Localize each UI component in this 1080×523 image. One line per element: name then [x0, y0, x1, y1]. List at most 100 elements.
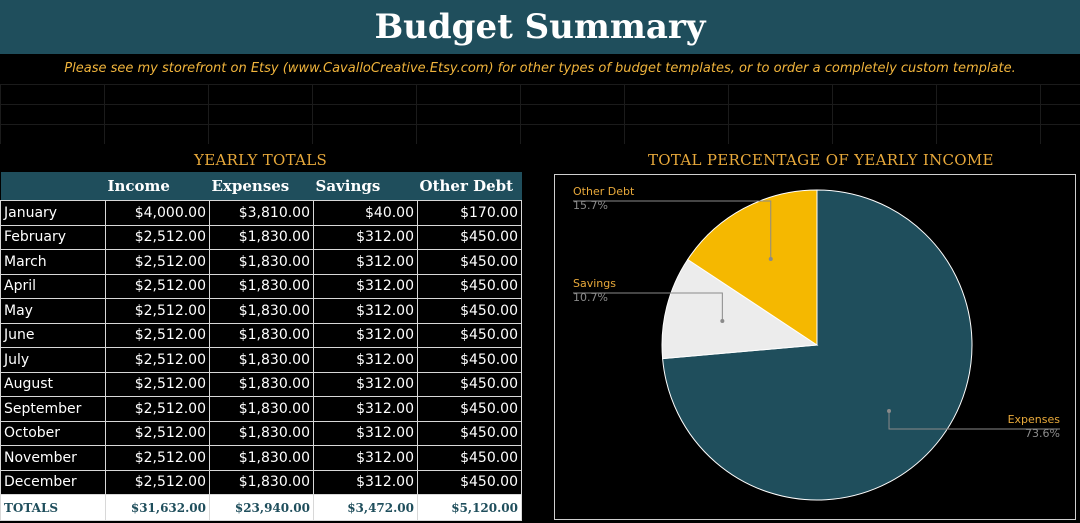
pie-percent-expenses: 73.6%	[1025, 427, 1060, 440]
pie-slice-savings[interactable]	[661, 258, 819, 360]
month-cell[interactable]: December	[0, 469, 106, 495]
income-cell[interactable]: $2,512.00	[105, 445, 210, 471]
column-header-other-debt: Other Debt	[417, 172, 522, 201]
month-cell[interactable]: January	[0, 200, 106, 226]
other-debt-cell[interactable]: $450.00	[417, 469, 522, 495]
month-cell[interactable]: October	[0, 420, 106, 446]
pie-label-expenses: Expenses	[1008, 413, 1061, 426]
yearly-totals-table: Income Expenses Savings Other Debt Janua…	[0, 172, 522, 521]
table-row: June $2,512.00 $1,830.00 $312.00 $450.00	[0, 322, 522, 348]
income-cell[interactable]: $2,512.00	[105, 224, 210, 250]
table-row: August $2,512.00 $1,830.00 $312.00 $450.00	[0, 371, 522, 397]
leader-line	[888, 410, 1060, 430]
leader-line	[573, 292, 723, 322]
savings-cell[interactable]: $312.00	[313, 371, 418, 397]
month-cell[interactable]: April	[0, 273, 106, 299]
month-cell[interactable]: March	[0, 249, 106, 275]
pie-slice-other-debt[interactable]	[687, 189, 818, 346]
expenses-cell[interactable]: $1,830.00	[209, 273, 314, 299]
total-expenses[interactable]: $23,940.00	[209, 494, 314, 521]
month-cell[interactable]: September	[0, 396, 106, 422]
chart-title: TOTAL PERCENTAGE OF YEARLY INCOME	[648, 151, 994, 169]
expenses-cell[interactable]: $1,830.00	[209, 322, 314, 348]
income-cell[interactable]: $2,512.00	[105, 371, 210, 397]
month-cell[interactable]: July	[0, 347, 106, 373]
pie-chart-container[interactable]: Expenses 73.6% Savings 10.7% Other Debt 15.7%	[554, 174, 1076, 520]
income-cell[interactable]: $2,512.00	[105, 249, 210, 275]
other-debt-cell[interactable]: $450.00	[417, 371, 522, 397]
other-debt-cell[interactable]: $450.00	[417, 273, 522, 299]
leader-dot	[768, 256, 773, 261]
leader-dot	[887, 408, 892, 413]
other-debt-cell[interactable]: $450.00	[417, 347, 522, 373]
pie-label-savings: Savings	[573, 277, 616, 290]
savings-cell[interactable]: $312.00	[313, 322, 418, 348]
month-cell[interactable]: June	[0, 322, 106, 348]
expenses-cell[interactable]: $1,830.00	[209, 298, 314, 324]
other-debt-cell[interactable]: $170.00	[417, 200, 522, 226]
income-cell[interactable]: $2,512.00	[105, 469, 210, 495]
pie-percent-savings: 10.7%	[573, 291, 608, 304]
savings-cell[interactable]: $312.00	[313, 396, 418, 422]
table-row: February $2,512.00 $1,830.00 $312.00 $450.00	[0, 224, 522, 250]
savings-cell[interactable]: $312.00	[313, 249, 418, 275]
income-cell[interactable]: $2,512.00	[105, 396, 210, 422]
income-cell[interactable]: $2,512.00	[105, 298, 210, 324]
table-row: March $2,512.00 $1,830.00 $312.00 $450.00	[0, 249, 522, 275]
expenses-cell[interactable]: $1,830.00	[209, 249, 314, 275]
leader-line	[573, 200, 772, 259]
income-cell[interactable]: $4,000.00	[105, 200, 210, 226]
month-cell[interactable]: May	[0, 298, 106, 324]
savings-cell[interactable]: $312.00	[313, 224, 418, 250]
etsy-notice: Please see my storefront on Etsy (www.Ca…	[64, 61, 1016, 76]
expenses-cell[interactable]: $1,830.00	[209, 224, 314, 250]
table-row: October $2,512.00 $1,830.00 $312.00 $450.00	[0, 420, 522, 446]
total-income[interactable]: $31,632.00	[105, 494, 210, 521]
income-cell[interactable]: $2,512.00	[105, 273, 210, 299]
other-debt-cell[interactable]: $450.00	[417, 224, 522, 250]
expenses-cell[interactable]: $3,810.00	[209, 200, 314, 226]
savings-cell[interactable]: $312.00	[313, 273, 418, 299]
savings-cell[interactable]: $312.00	[313, 445, 418, 471]
table-row: July $2,512.00 $1,830.00 $312.00 $450.00	[0, 347, 522, 373]
savings-cell[interactable]: $40.00	[313, 200, 418, 226]
savings-cell[interactable]: $312.00	[313, 347, 418, 373]
totals-label[interactable]: TOTALS	[0, 494, 106, 521]
empty-grid-area	[0, 84, 1080, 144]
column-header-month	[0, 172, 106, 201]
savings-cell[interactable]: $312.00	[313, 420, 418, 446]
other-debt-cell[interactable]: $450.00	[417, 396, 522, 422]
month-cell[interactable]: February	[0, 224, 106, 250]
expenses-cell[interactable]: $1,830.00	[209, 445, 314, 471]
other-debt-cell[interactable]: $450.00	[417, 249, 522, 275]
title-banner: Budget Summary	[0, 0, 1080, 54]
savings-cell[interactable]: $312.00	[313, 298, 418, 324]
total-savings[interactable]: $3,472.00	[313, 494, 418, 521]
income-cell[interactable]: $2,512.00	[105, 322, 210, 348]
month-cell[interactable]: November	[0, 445, 106, 471]
table-row: January $4,000.00 $3,810.00 $40.00 $170.00	[0, 200, 522, 226]
totals-row: TOTALS $31,632.00 $23,940.00 $3,472.00 $…	[0, 494, 522, 521]
other-debt-cell[interactable]: $450.00	[417, 420, 522, 446]
table-row: November $2,512.00 $1,830.00 $312.00 $450.00	[0, 445, 522, 471]
expenses-cell[interactable]: $1,830.00	[209, 347, 314, 373]
other-debt-cell[interactable]: $450.00	[417, 322, 522, 348]
expenses-cell[interactable]: $1,830.00	[209, 420, 314, 446]
table-row: April $2,512.00 $1,830.00 $312.00 $450.00	[0, 273, 522, 299]
other-debt-cell[interactable]: $450.00	[417, 445, 522, 471]
expenses-cell[interactable]: $1,830.00	[209, 371, 314, 397]
income-cell[interactable]: $2,512.00	[105, 420, 210, 446]
table-row: September $2,512.00 $1,830.00 $312.00 $450.0…	[0, 396, 522, 422]
savings-cell[interactable]: $312.00	[313, 469, 418, 495]
expenses-cell[interactable]: $1,830.00	[209, 396, 314, 422]
table-row: May $2,512.00 $1,830.00 $312.00 $450.00	[0, 298, 522, 324]
total-other-debt[interactable]: $5,120.00	[417, 494, 522, 521]
table-row: December $2,512.00 $1,830.00 $312.00 $450.00	[0, 469, 522, 495]
other-debt-cell[interactable]: $450.00	[417, 298, 522, 324]
column-header-expenses: Expenses	[209, 172, 314, 201]
income-cell[interactable]: $2,512.00	[105, 347, 210, 373]
month-cell[interactable]: August	[0, 371, 106, 397]
expenses-cell[interactable]: $1,830.00	[209, 469, 314, 495]
yearly-totals-title: YEARLY TOTALS	[194, 151, 328, 169]
leader-dot	[720, 319, 725, 324]
